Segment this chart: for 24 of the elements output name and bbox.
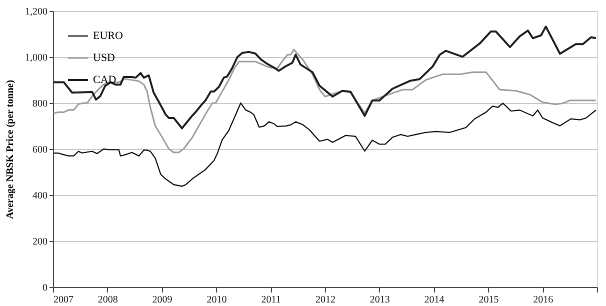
x-tick-label: 2016	[533, 294, 554, 306]
legend-label: CAD	[93, 74, 116, 86]
x-tick-label: 2013	[370, 294, 390, 306]
legend-label: USD	[93, 52, 116, 64]
x-tick-label: 2014	[424, 294, 444, 306]
y-tick-label: 1,200	[25, 6, 48, 18]
legend-label: EURO	[93, 30, 123, 42]
y-tick-label: 0	[42, 282, 48, 294]
y-tick-label: 400	[32, 190, 48, 202]
y-tick-label: 800	[32, 98, 48, 110]
line-series	[52, 102, 597, 187]
y-axis-title: Average NBSK Price (per tonne)	[5, 80, 16, 220]
x-tick-label: 2010	[206, 294, 227, 306]
y-tick-label: 1,000	[25, 52, 48, 64]
line-series	[52, 48, 597, 154]
y-tick-label: 200	[32, 236, 48, 248]
x-tick-label: 2007	[54, 294, 74, 306]
line-series	[52, 26, 597, 130]
x-tick-label: 2011	[261, 294, 281, 306]
x-tick-label: 2009	[152, 294, 172, 306]
y-tick-label: 600	[32, 144, 48, 156]
x-tick-label: 2012	[316, 294, 336, 306]
x-tick-label: 2008	[98, 294, 118, 306]
x-tick-label: 2015	[478, 294, 499, 306]
